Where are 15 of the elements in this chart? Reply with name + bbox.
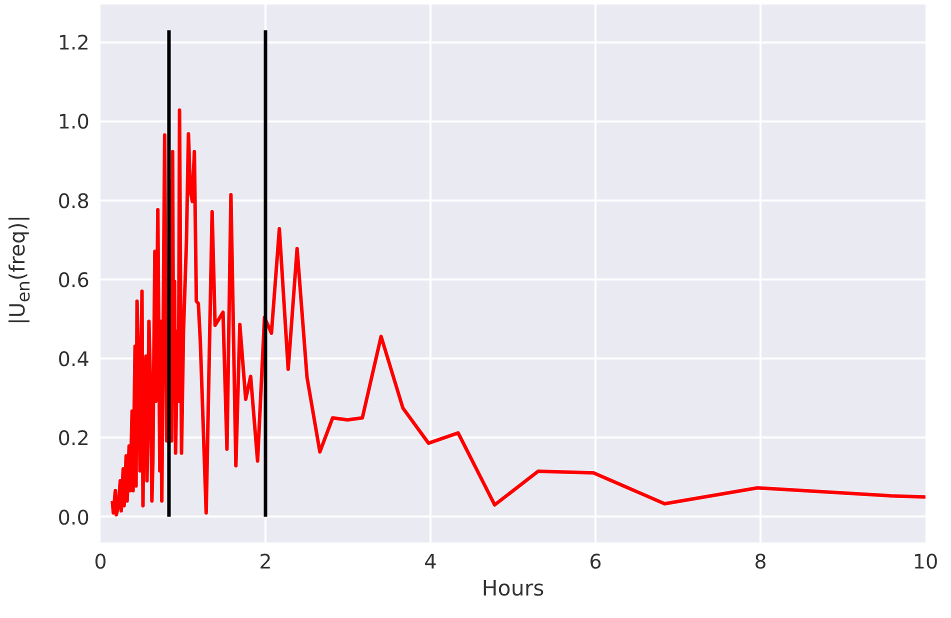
- x-tick-label: 8: [754, 550, 767, 574]
- y-tick-label: 1.2: [58, 30, 90, 55]
- x-tick-label: 6: [589, 550, 602, 574]
- y-tick-label: 0.2: [58, 426, 90, 450]
- x-axis-title: Hours: [482, 576, 544, 602]
- y-tick-label: 0.8: [58, 188, 90, 213]
- y-tick-label: 1.0: [58, 110, 90, 134]
- x-tick-label: 2: [259, 550, 272, 574]
- y-tick-label: 0.0: [58, 505, 90, 530]
- x-tick-label: 4: [424, 550, 437, 574]
- line-series: [110, 108, 926, 517]
- x-tick-label: 0: [94, 550, 107, 574]
- x-tick-label: 10: [912, 550, 938, 574]
- y-tick-label: 0.6: [58, 268, 90, 292]
- y-tick-label: 0.4: [58, 347, 90, 372]
